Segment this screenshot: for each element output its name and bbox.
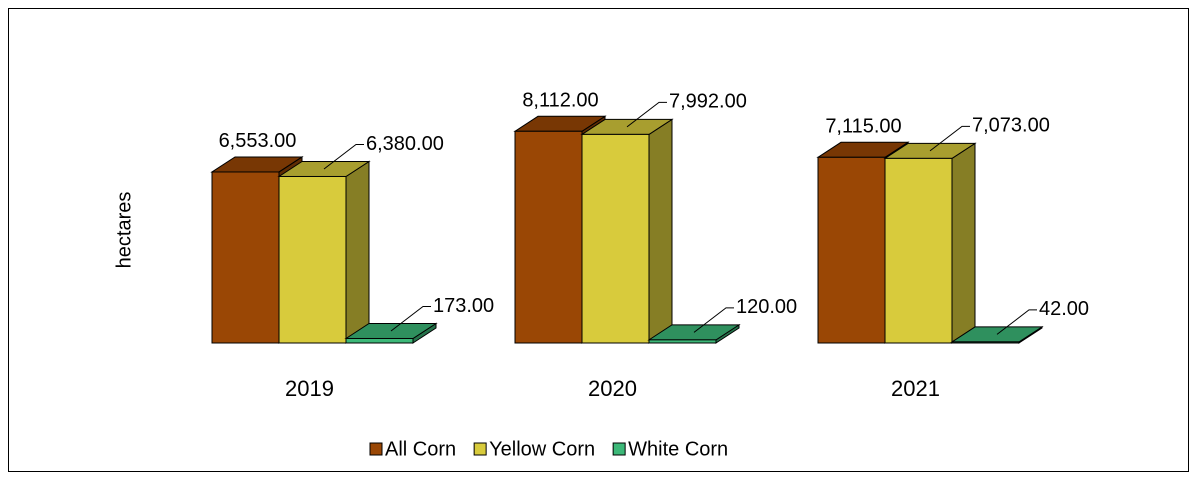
bar-front: [581, 133, 650, 344]
bar-front: [278, 175, 347, 344]
data-label: 7,073.00: [972, 115, 1050, 137]
leader-line: [390, 305, 431, 332]
leader-line: [693, 307, 734, 333]
bar-side: [648, 118, 673, 344]
data-label: 6,380.00: [366, 133, 444, 155]
bar-front: [345, 337, 414, 344]
bar: [883, 142, 977, 344]
legend-swatch: [612, 442, 626, 456]
bar: [580, 118, 674, 344]
x-tick-label: 2019: [285, 376, 334, 401]
leader-line: [929, 125, 970, 152]
leader-line: [996, 309, 1037, 335]
bar: [277, 160, 371, 344]
legend-swatch: [369, 442, 383, 456]
bar-side: [345, 160, 370, 344]
data-label: 42.00: [1039, 298, 1089, 320]
y-axis-label: hectares: [113, 192, 135, 269]
legend-swatch: [473, 442, 487, 456]
bar-front: [817, 156, 886, 344]
bar-front: [514, 130, 583, 344]
data-label: 6,553.00: [219, 130, 297, 152]
bar-front: [951, 341, 1020, 344]
data-label: 8,112.00: [522, 90, 598, 112]
data-label: 7,115.00: [825, 116, 901, 138]
leader-line: [323, 143, 364, 170]
x-tick-label: 2021: [891, 376, 940, 401]
bar-side: [951, 142, 976, 344]
legend-label: Yellow Corn: [489, 438, 595, 460]
data-label: 7,992.00: [669, 91, 747, 113]
leader-line: [626, 101, 667, 128]
x-tick-label: 2020: [588, 376, 637, 401]
bar-front: [648, 339, 717, 344]
bar-front: [211, 171, 280, 344]
data-label: 120.00: [736, 296, 797, 318]
legend-label: All Corn: [385, 438, 456, 460]
legend-label: White Corn: [628, 438, 728, 460]
data-label: 173.00: [433, 295, 494, 317]
bar-front: [884, 157, 953, 344]
